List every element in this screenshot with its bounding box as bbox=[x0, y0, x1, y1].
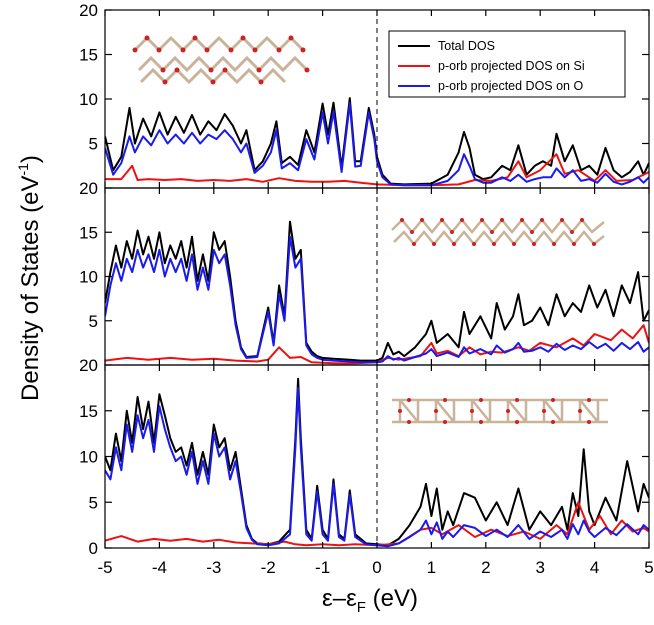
series-total-middle bbox=[105, 220, 649, 362]
x-tick-label-0: 0 bbox=[372, 558, 381, 577]
series-group-bottom bbox=[105, 377, 649, 548]
x-tick-label--3: -3 bbox=[206, 558, 221, 577]
x-tick-label-4: 4 bbox=[590, 558, 599, 577]
series-group-middle bbox=[105, 220, 649, 365]
y-title-main: Density of States (eV bbox=[17, 176, 44, 401]
x-title-dash: – bbox=[333, 585, 347, 612]
y-tick-label-top-20: 20 bbox=[79, 1, 98, 20]
structure-inset-bottom bbox=[392, 398, 608, 424]
structure-inset-middle bbox=[391, 218, 605, 246]
y-tick-label-top-5: 5 bbox=[89, 135, 98, 154]
y-title-sup: -1 bbox=[15, 163, 31, 176]
x-tick-label--1: -1 bbox=[315, 558, 330, 577]
y-axis-title: Density of States (eV-1) bbox=[15, 155, 44, 401]
series-o-top bbox=[105, 102, 649, 187]
x-tick-label-2: 2 bbox=[481, 558, 490, 577]
x-axis: -5 -4 -3 -2 -1 0 1 2 3 4 5 bbox=[97, 558, 653, 577]
x-tick-label--5: -5 bbox=[97, 558, 112, 577]
y-tick-label-middle-10: 10 bbox=[79, 268, 98, 287]
panel-bottom: 0 5 10 15 20 bbox=[79, 356, 650, 558]
y-tick-label-bottom-10: 10 bbox=[79, 448, 98, 467]
structure-inset-top bbox=[132, 35, 310, 85]
y-tick-label-bottom-15: 15 bbox=[79, 402, 98, 421]
legend-label-total: Total DOS bbox=[438, 39, 495, 53]
x-tick-label--2: -2 bbox=[261, 558, 276, 577]
y-tick-label-middle-20: 20 bbox=[79, 179, 98, 198]
series-o-bottom bbox=[105, 386, 649, 548]
panel-frames bbox=[104, 9, 650, 549]
x-tick-label--4: -4 bbox=[152, 558, 167, 577]
series-group-top bbox=[105, 97, 649, 187]
x-tick-label-3: 3 bbox=[535, 558, 544, 577]
x-axis-title: ε–εF (eV) bbox=[322, 585, 418, 616]
legend: Total DOS p-orb projected DOS on Si p-or… bbox=[388, 30, 626, 98]
legend-label-si: p-orb projected DOS on Si bbox=[438, 59, 585, 73]
x-title-epsilon-f: ε bbox=[346, 585, 357, 612]
y-tick-label-top-15: 15 bbox=[79, 46, 98, 65]
y-tick-label-bottom-20: 20 bbox=[79, 356, 98, 375]
y-tick-label-bottom-0: 0 bbox=[89, 539, 98, 558]
x-title-unit: (eV) bbox=[366, 585, 418, 612]
y-tick-label-top-10: 10 bbox=[79, 90, 98, 109]
y-tick-label-bottom-5: 5 bbox=[89, 493, 98, 512]
series-si-middle bbox=[105, 324, 649, 365]
y-tick-label-middle-5: 5 bbox=[89, 312, 98, 331]
x-tick-label-5: 5 bbox=[644, 558, 653, 577]
panel-middle: 5 10 15 20 bbox=[79, 179, 650, 365]
panel-top: 5 10 15 20 bbox=[79, 1, 650, 188]
y-tick-label-middle-15: 15 bbox=[79, 223, 98, 242]
legend-label-o: p-orb projected DOS on O bbox=[438, 79, 583, 93]
series-o-middle bbox=[105, 235, 649, 364]
series-si-top bbox=[105, 153, 649, 187]
y-title-close: ) bbox=[17, 155, 44, 163]
x-title-epsilon: ε bbox=[322, 585, 333, 612]
x-tick-label-1: 1 bbox=[427, 558, 436, 577]
x-title-sub: F bbox=[357, 599, 366, 616]
frame-bottom bbox=[104, 364, 650, 549]
